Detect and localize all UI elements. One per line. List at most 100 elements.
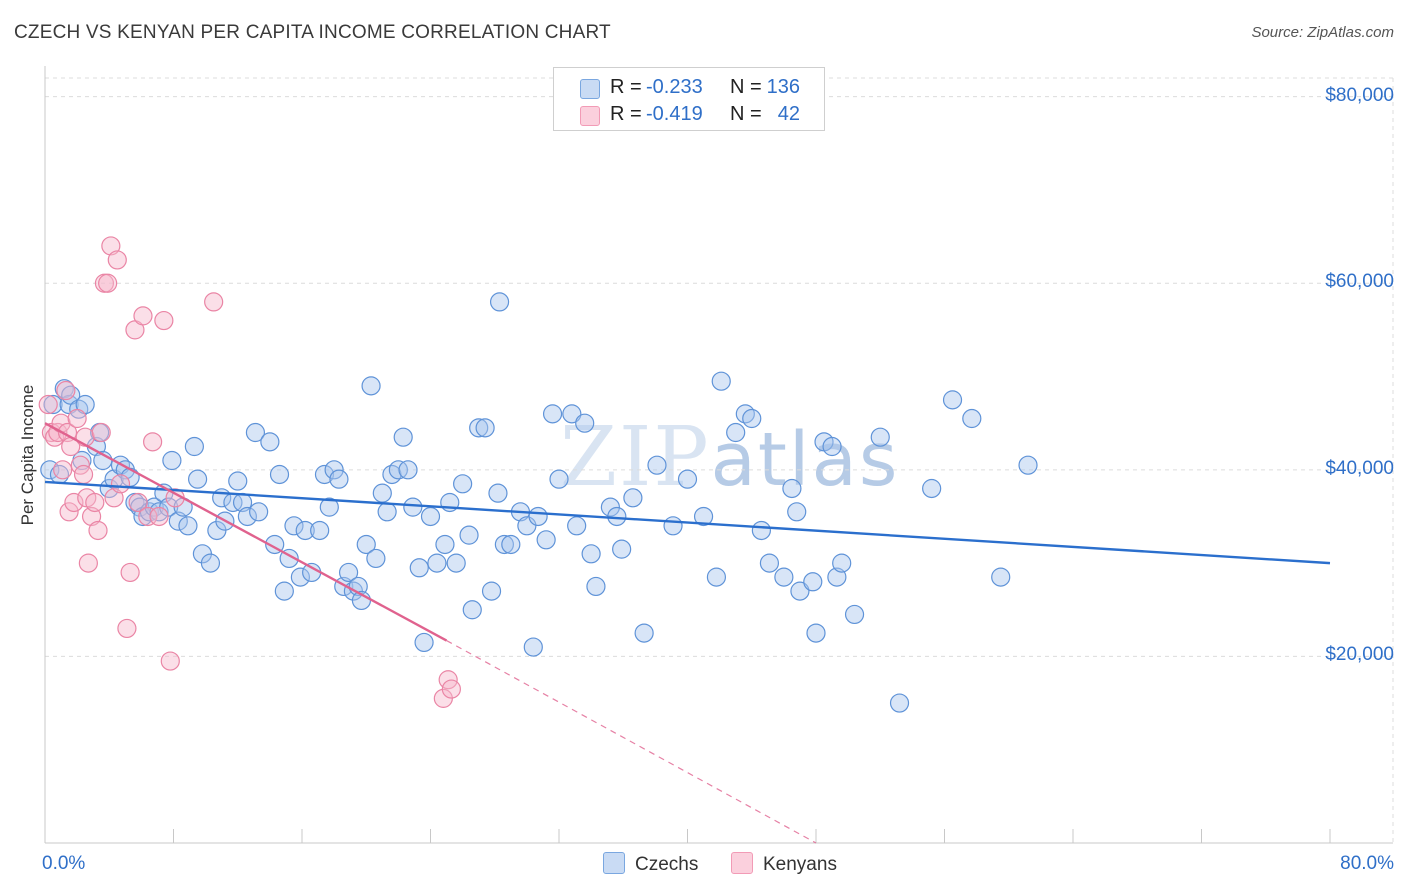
czech-point xyxy=(922,478,942,499)
czech-point xyxy=(329,469,349,489)
czech-point xyxy=(462,600,482,620)
czech-point xyxy=(228,471,248,491)
czech-point xyxy=(388,460,408,480)
kenyan-point xyxy=(133,306,153,326)
czech-point xyxy=(501,534,521,555)
czech-point xyxy=(377,502,397,522)
czech-point xyxy=(806,623,826,643)
kenyan-point xyxy=(59,502,79,522)
czech-point xyxy=(403,497,423,517)
czech-point xyxy=(844,604,865,625)
czech-point xyxy=(494,534,514,555)
czech-point xyxy=(693,506,714,527)
kenyan-point xyxy=(107,250,127,270)
czech-point xyxy=(162,450,182,471)
kenyan-point xyxy=(85,492,105,513)
czech-point xyxy=(612,539,632,559)
kenyan-trend-line-extension xyxy=(446,640,817,844)
czech-point xyxy=(536,530,556,550)
czech-point xyxy=(420,506,441,527)
czech-point xyxy=(324,460,344,480)
kenyan-point xyxy=(56,380,76,401)
czech-point xyxy=(446,553,466,573)
legend-r-label: R = xyxy=(610,103,642,125)
kenyan-point xyxy=(38,394,58,415)
czech-point xyxy=(790,581,810,601)
watermark-atlas: atlas xyxy=(710,417,900,503)
kenyan-point xyxy=(154,310,174,331)
kenyan-point xyxy=(91,422,111,443)
czech-point xyxy=(706,567,727,587)
czech-point xyxy=(427,553,447,573)
bottom-legend-label-czechs: Czechs xyxy=(635,854,699,875)
kenyan-point xyxy=(88,520,108,541)
kenyan-point xyxy=(53,460,73,480)
trend-lines xyxy=(44,422,1331,844)
czech-point xyxy=(372,483,392,503)
czech-point xyxy=(260,432,280,452)
legend-r-label: R = xyxy=(610,76,642,98)
czech-point xyxy=(489,292,510,312)
kenyan-trend-line xyxy=(44,422,448,642)
legend-row-kenyans: R = -0.419 N = 42 xyxy=(554,100,824,128)
y-tick-label-80000: $80,000 xyxy=(1325,84,1394,106)
legend-swatch-kenyans xyxy=(580,106,600,126)
czech-point xyxy=(562,404,582,424)
bottom-legend-kenyans: Kenyans xyxy=(731,852,837,876)
czech-point xyxy=(1018,455,1038,475)
czech-point xyxy=(414,632,434,653)
czech-point xyxy=(43,394,63,415)
bottom-legend-label-kenyans: Kenyans xyxy=(763,854,837,875)
czech-point xyxy=(290,567,310,587)
czech-point xyxy=(889,693,910,713)
kenyan-point xyxy=(138,506,158,527)
legend-r-value: -0.419 xyxy=(646,103,703,125)
legend-n-label: N = xyxy=(730,76,762,98)
czech-point xyxy=(184,436,204,457)
czech-point xyxy=(751,520,771,541)
grid-lines xyxy=(45,77,1394,843)
y-axis-title: Per Capita Income xyxy=(18,384,37,526)
czech-point xyxy=(870,427,890,447)
kenyan-point xyxy=(67,408,87,429)
czech-point xyxy=(991,567,1011,587)
kenyan-point xyxy=(143,432,163,452)
czech-point xyxy=(435,534,455,555)
czech-point xyxy=(575,413,595,433)
czech-point xyxy=(249,502,269,522)
czech-point xyxy=(726,422,746,443)
czech-point xyxy=(338,562,359,583)
czech-point xyxy=(528,506,548,527)
czech-point xyxy=(523,637,543,657)
czech-point xyxy=(647,455,667,475)
czech-point xyxy=(600,497,621,517)
legend-n-value: 136 xyxy=(766,76,800,98)
czech-point xyxy=(302,562,322,583)
czech-point xyxy=(237,506,257,527)
czech-point xyxy=(200,553,221,573)
x-tick-label-max: 80.0% xyxy=(1340,853,1394,874)
czech-point xyxy=(453,474,473,494)
bottom-legend-swatch-kenyans xyxy=(731,852,753,874)
kenyan-point xyxy=(64,492,84,513)
czech-point xyxy=(677,469,698,489)
czech-point xyxy=(319,497,339,517)
czech-point xyxy=(832,553,852,573)
y-tick-label-20000: $20,000 xyxy=(1325,644,1394,666)
czech-point xyxy=(398,460,418,480)
czech-point xyxy=(361,376,381,396)
czech-point xyxy=(475,418,495,438)
czech-point xyxy=(581,544,601,564)
czech-point xyxy=(787,502,807,522)
czech-point xyxy=(742,408,762,429)
czech-point xyxy=(549,469,569,489)
kenyan-point xyxy=(120,562,140,583)
legend-swatch-czechs xyxy=(580,79,600,99)
czech-point xyxy=(356,534,376,555)
kenyan-point xyxy=(104,488,124,508)
legend-n-label: N = xyxy=(730,103,762,125)
czech-point xyxy=(295,520,315,541)
kenyan-point xyxy=(149,506,169,527)
czech-point xyxy=(586,576,606,597)
